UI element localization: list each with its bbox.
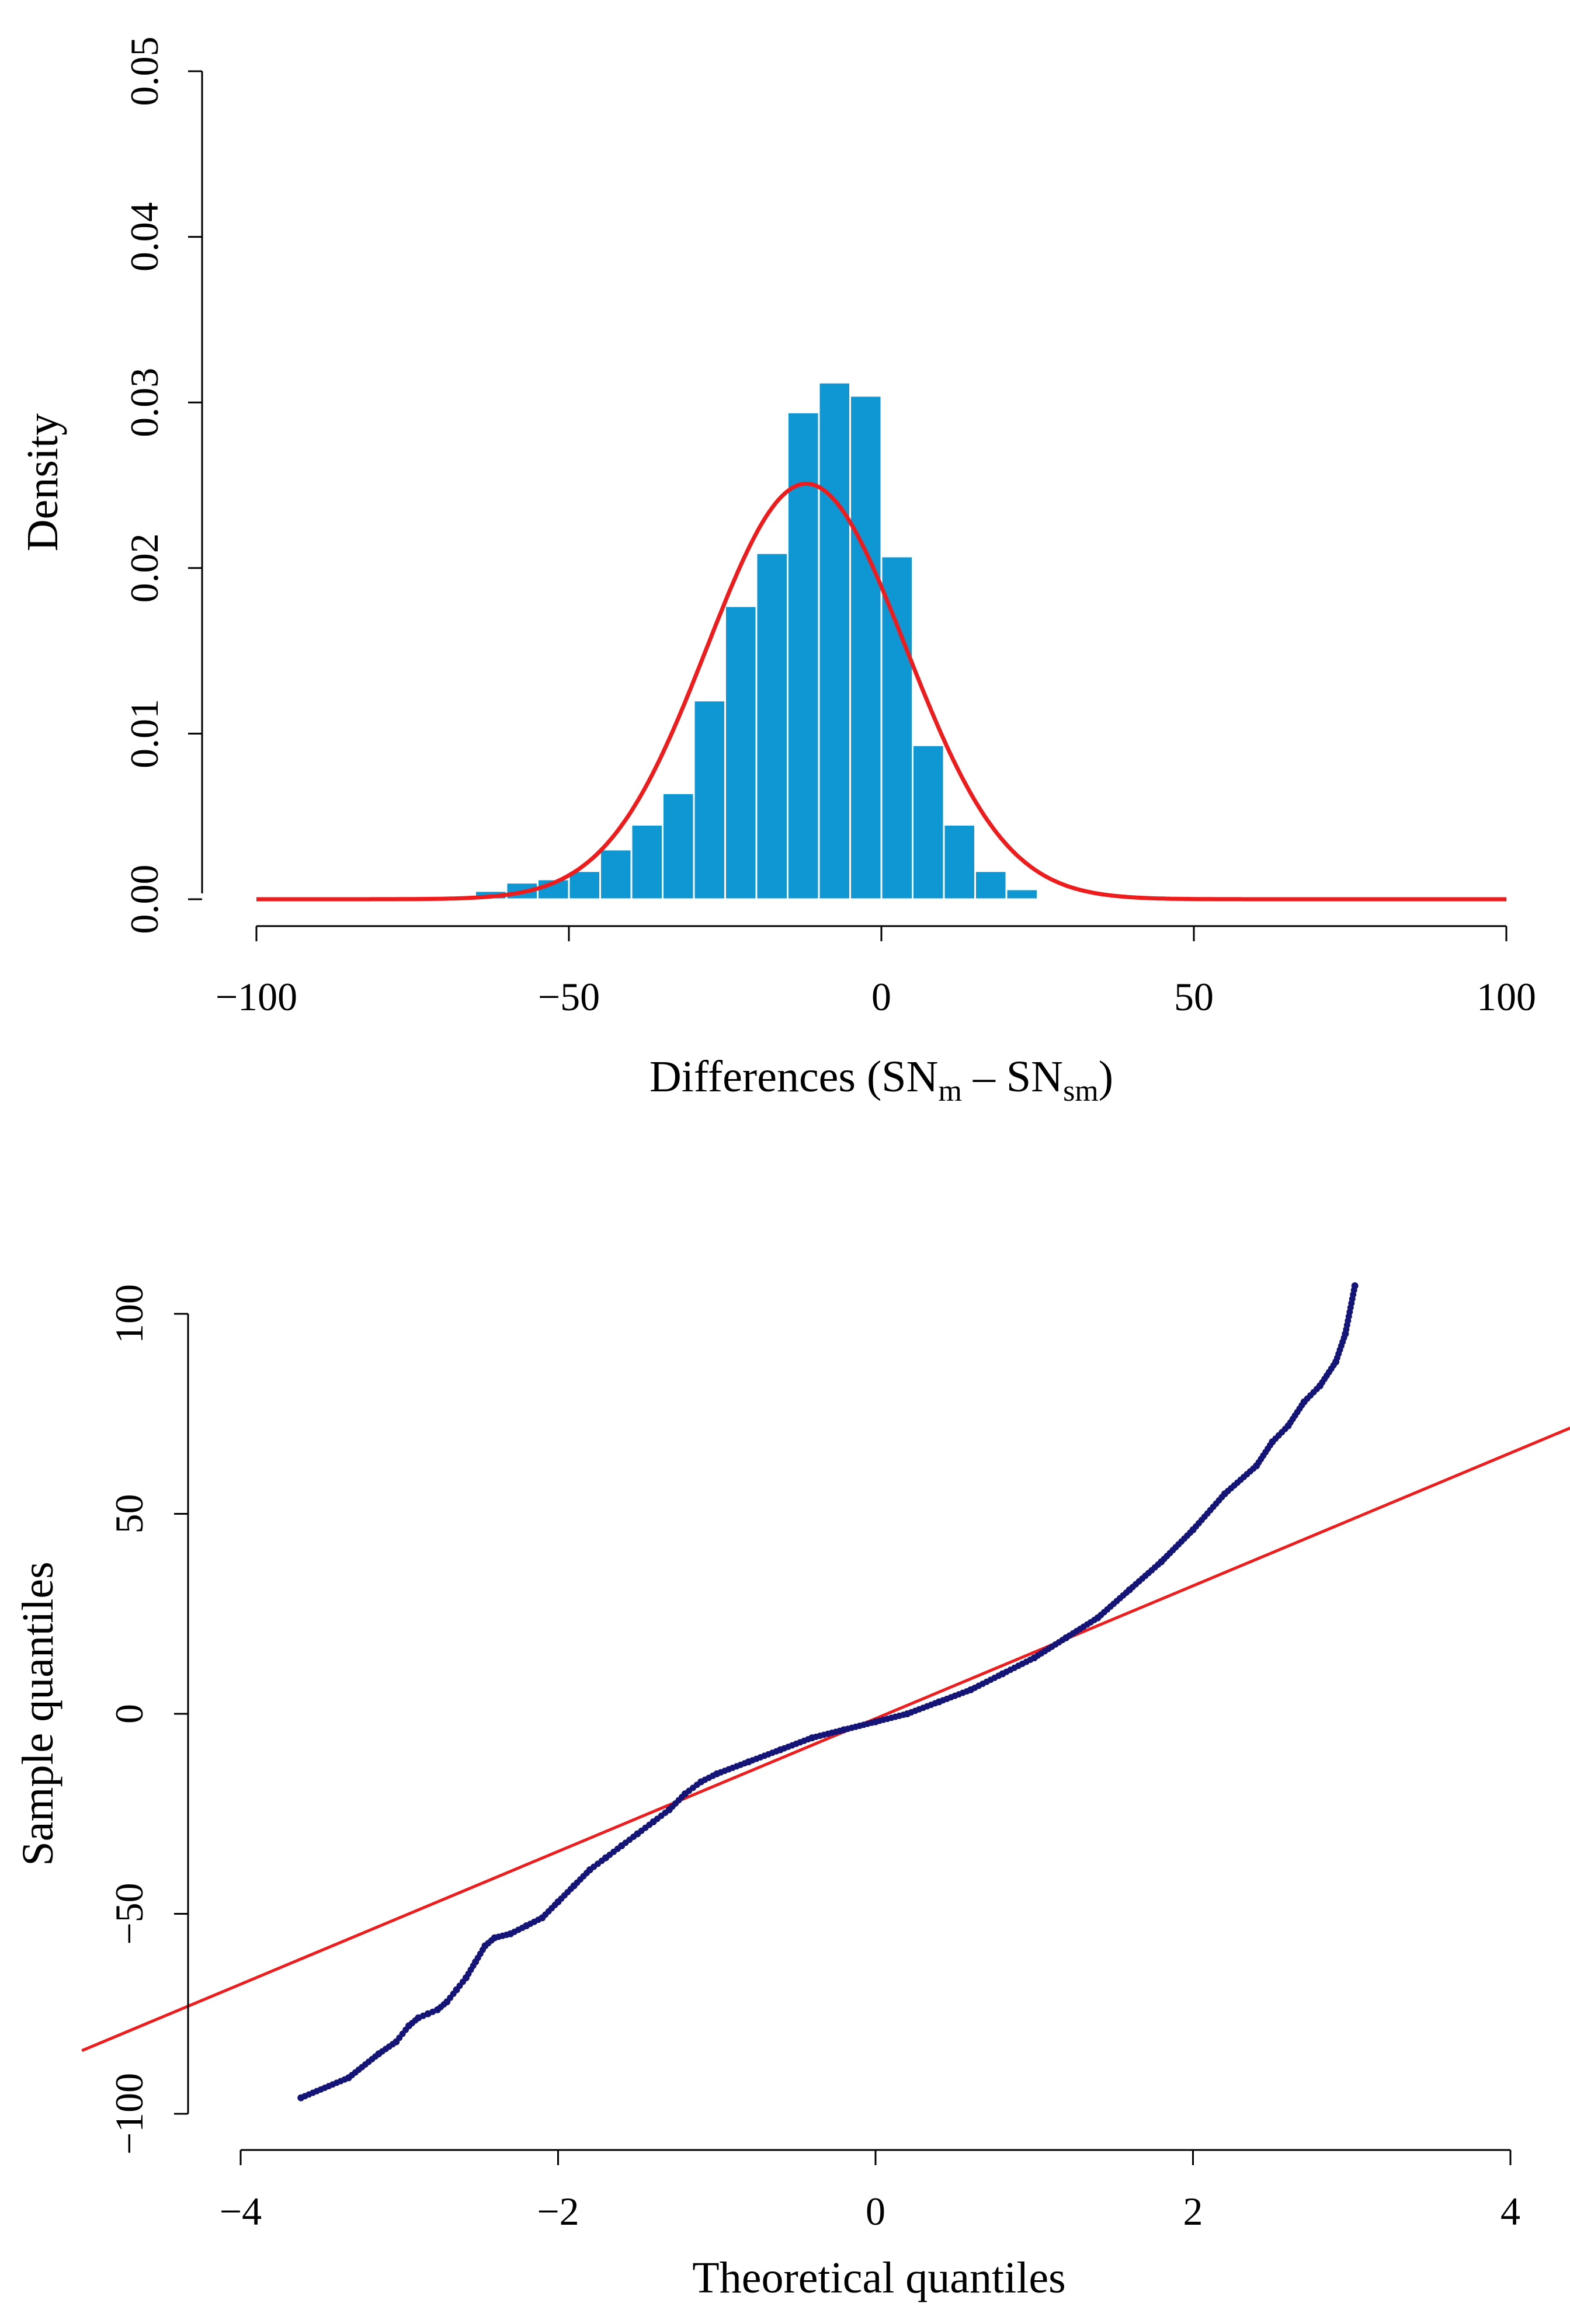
- histogram-bar: [849, 395, 883, 900]
- histogram-x-tick-label: −50: [538, 975, 600, 1019]
- qq-y-tick-label: 0: [107, 1704, 151, 1724]
- qq-x-tick-label: 0: [866, 2189, 885, 2233]
- qq-y-tick-label: −100: [107, 2073, 151, 2155]
- histogram-bar: [974, 870, 1008, 900]
- histogram-y-tick-label: 0.00: [122, 865, 166, 934]
- qq-point: [1351, 1282, 1359, 1290]
- qq-reference-line: [81, 1426, 1570, 2052]
- histogram-y-axis-title: Density: [18, 413, 67, 551]
- x-axis-title-subscript-sm: sm: [1063, 1074, 1099, 1108]
- qq-x-tick-label: −2: [537, 2189, 579, 2233]
- qq-x-tick-label: 4: [1500, 2189, 1520, 2233]
- qq-y-tick-label: 100: [107, 1284, 151, 1344]
- histogram-y-tick-label: 0.03: [122, 368, 166, 437]
- normal-density-curve: [256, 481, 1506, 902]
- histogram-x-axis-title: Differences (SNm – SNsm): [649, 1052, 1113, 1108]
- histogram-panel: 0.00 0.01 0.02 0.03 0.04 0.05 −100 −50 0 50 100 D…: [18, 37, 1536, 1108]
- histogram-bars: [380, 381, 1070, 900]
- histogram-bar: [912, 744, 945, 900]
- x-axis-title-close: ): [1099, 1052, 1113, 1101]
- histogram-y-ticks: 0.00 0.01 0.02 0.03 0.04 0.05: [122, 37, 202, 934]
- histogram-x-ticks: −100 −50 0 50 100: [216, 926, 1536, 1019]
- qq-y-tick-label: −50: [107, 1883, 151, 1944]
- histogram-bar: [880, 555, 913, 900]
- histogram-x-tick-label: −100: [216, 975, 297, 1019]
- qq-points: [297, 1282, 1359, 2102]
- qq-x-ticks: −4 −2 0 2 4: [220, 2150, 1520, 2233]
- histogram-bar: [662, 792, 695, 900]
- histogram-x-tick-label: 0: [871, 975, 891, 1019]
- histogram-bar: [818, 381, 851, 900]
- histogram-bar: [943, 823, 976, 900]
- histogram-bar: [724, 605, 758, 900]
- histogram-bar: [693, 700, 726, 900]
- histogram-bar: [599, 848, 633, 900]
- qq-plot-panel: −100 −50 0 50 100 −4 −2 0 2 4 Sample quantiles T…: [13, 1282, 1570, 2302]
- x-axis-title-minus: – SN: [962, 1052, 1063, 1101]
- qq-y-axis-title: Sample quantiles: [13, 1561, 62, 1866]
- x-axis-title-main: Differences (SN: [649, 1052, 939, 1101]
- qq-y-tick-label: 50: [107, 1494, 151, 1534]
- histogram-bar: [1005, 888, 1038, 900]
- qq-y-ticks: −100 −50 0 50 100: [107, 1284, 188, 2155]
- histogram-bar: [1037, 896, 1070, 900]
- histogram-bar: [630, 823, 664, 900]
- qq-x-axis-title: Theoretical quantiles: [692, 2253, 1065, 2302]
- histogram-y-tick-label: 0.05: [122, 37, 166, 106]
- histogram-x-tick-label: 100: [1477, 975, 1536, 1019]
- qq-x-tick-label: −4: [220, 2189, 262, 2233]
- x-axis-title-subscript-m: m: [938, 1074, 961, 1108]
- histogram-y-tick-label: 0.04: [122, 202, 166, 272]
- histogram-bar: [755, 552, 789, 900]
- histogram-y-tick-label: 0.02: [122, 533, 166, 603]
- histogram-bar: [568, 870, 601, 900]
- qq-x-tick-label: 2: [1183, 2189, 1203, 2233]
- histogram-x-tick-label: 50: [1174, 975, 1214, 1019]
- histogram-y-tick-label: 0.01: [122, 699, 166, 768]
